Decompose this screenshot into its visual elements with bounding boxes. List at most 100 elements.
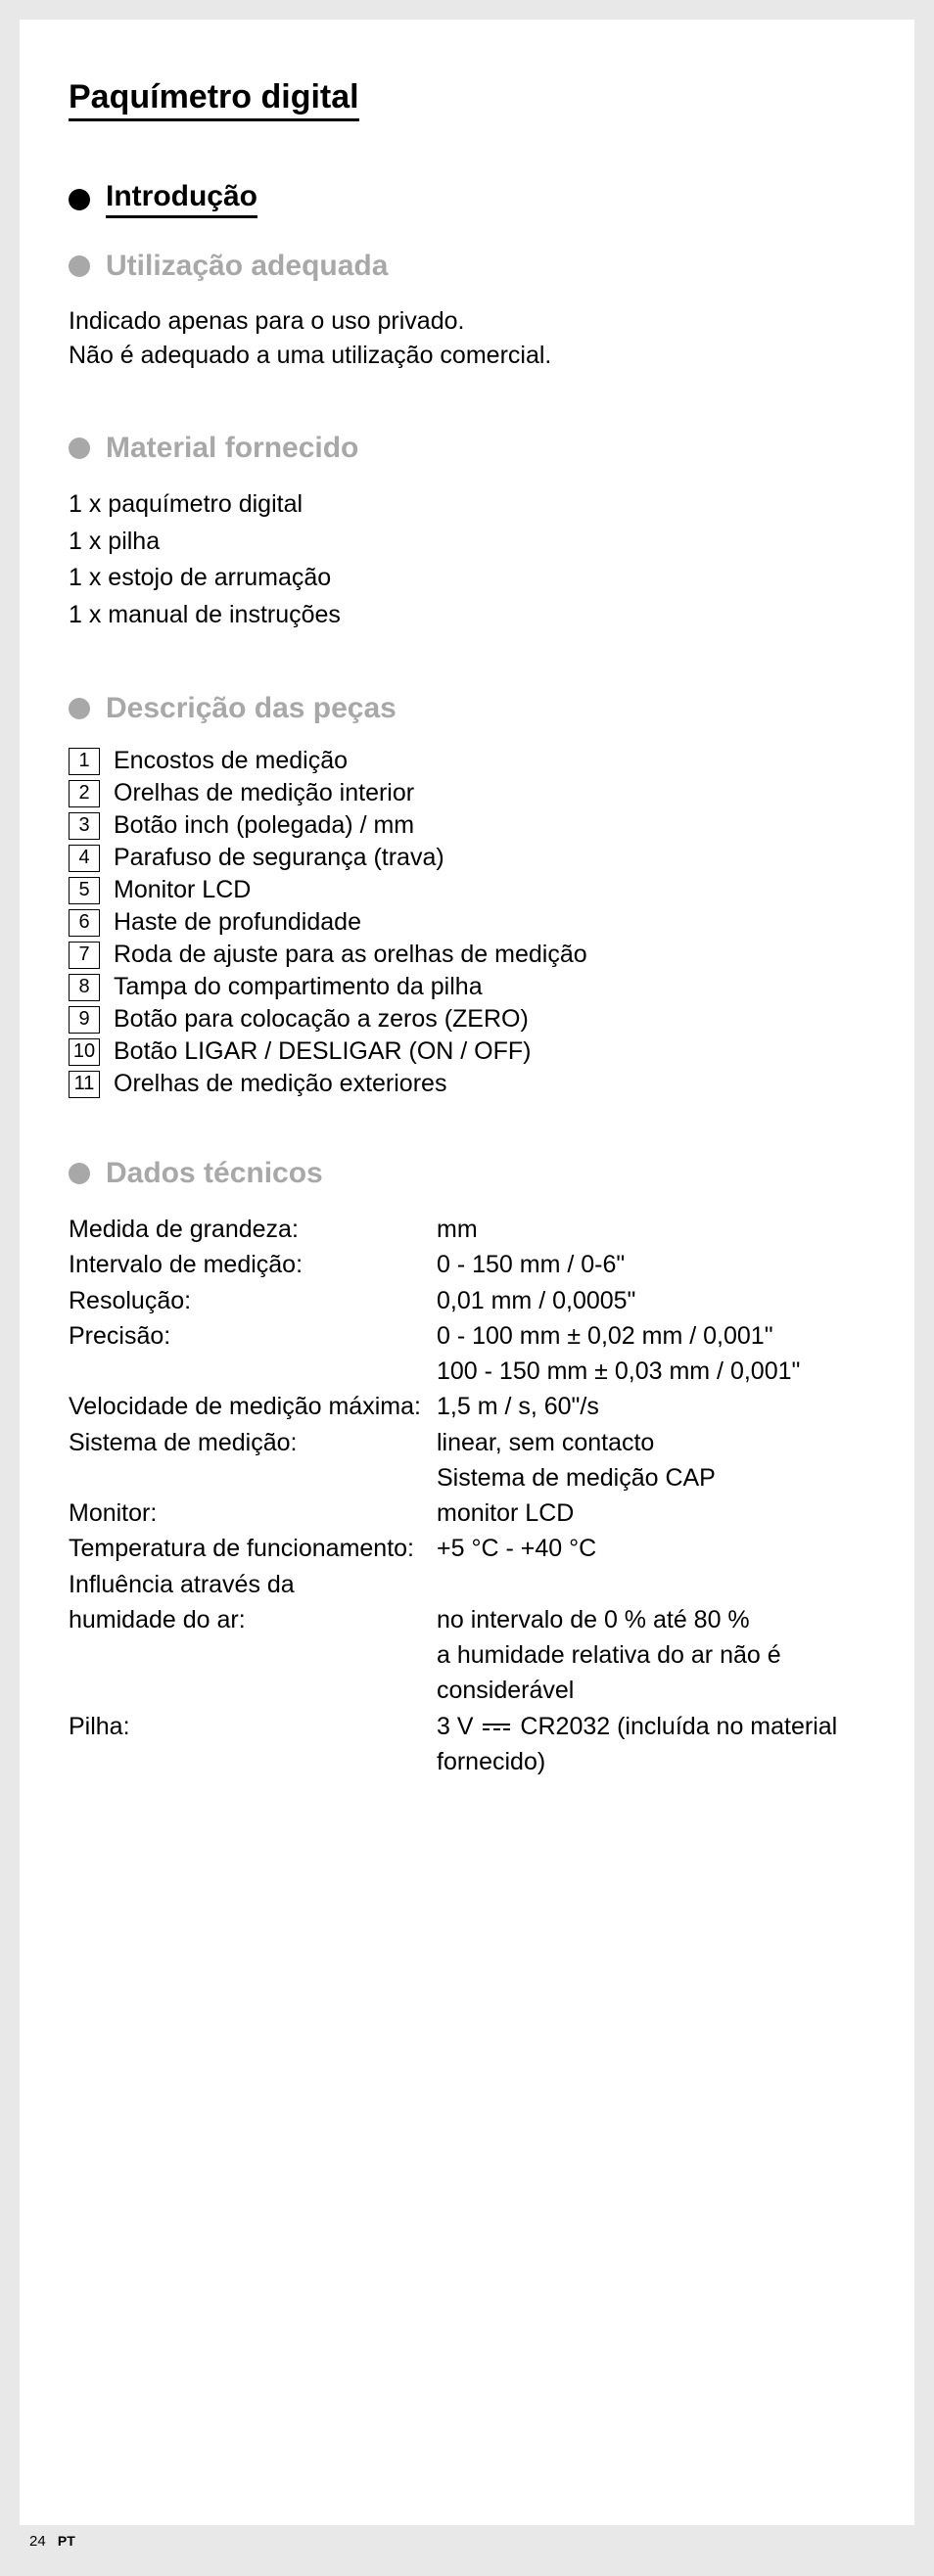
part-label: Orelhas de medição interior	[114, 779, 414, 807]
table-row: Monitor: monitor LCD	[69, 1495, 865, 1531]
table-row: Resolução: 0,01 mm / 0,0005"	[69, 1283, 865, 1318]
part-number: 4	[69, 845, 100, 872]
spec-line: 100 - 150 mm ± 0,03 mm / 0,001"	[437, 1354, 865, 1389]
spec-label: Precisão:	[69, 1318, 437, 1390]
part-number: 10	[69, 1038, 100, 1066]
heading-supplied: Material fornecido	[69, 432, 865, 465]
part-row: 2 Orelhas de medição interior	[69, 779, 865, 807]
spec-label: Medida de grandeza:	[69, 1212, 437, 1247]
spec-line: Influência através da	[69, 1567, 437, 1602]
part-number: 2	[69, 780, 100, 807]
part-label: Botão inch (polegada) / mm	[114, 811, 414, 840]
usage-text: Indicado apenas para o uso privado. Não …	[69, 304, 865, 373]
table-row: Intervalo de medição: 0 - 150 mm / 0-6"	[69, 1247, 865, 1282]
table-row: Influência através da humidade do ar: no…	[69, 1567, 865, 1709]
spec-line: a humidade relativa do ar não é consider…	[437, 1637, 865, 1709]
table-row: Sistema de medição: linear, sem contacto…	[69, 1425, 865, 1496]
part-number: 3	[69, 812, 100, 840]
spec-line: no intervalo de 0 % até 80 %	[437, 1602, 865, 1637]
section-label: Utilização adequada	[106, 250, 388, 283]
spec-text-post: CR2032 (incluída no material fornecido)	[437, 1713, 837, 1775]
part-number: 6	[69, 909, 100, 937]
section-label: Introdução	[106, 180, 257, 218]
spec-line: linear, sem contacto	[437, 1425, 865, 1460]
list-item: 1 x paquímetro digital	[69, 486, 865, 524]
section-label: Dados técnicos	[106, 1157, 323, 1190]
part-row: 8 Tampa do compartimento da pilha	[69, 973, 865, 1001]
section-label: Descrição das peças	[106, 692, 397, 725]
spec-value: 0 - 100 mm ± 0,02 mm / 0,001" 100 - 150 …	[437, 1318, 865, 1390]
spec-value: 1,5 m / s, 60"/s	[437, 1389, 865, 1424]
part-row: 5 Monitor LCD	[69, 876, 865, 904]
spec-value: 0,01 mm / 0,0005"	[437, 1283, 865, 1318]
spec-value: mm	[437, 1212, 865, 1247]
part-row: 9 Botão para colocação a zeros (ZERO)	[69, 1005, 865, 1034]
manual-page: Paquímetro digital Introdução Utilização…	[20, 20, 914, 2525]
part-label: Roda de ajuste para as orelhas de mediçã…	[114, 941, 587, 969]
spec-label: Sistema de medição:	[69, 1425, 437, 1496]
text-line: Não é adequado a uma utilização comercia…	[69, 339, 865, 373]
part-number: 11	[69, 1071, 100, 1098]
spec-label: Influência através da humidade do ar:	[69, 1567, 437, 1709]
spec-label: Resolução:	[69, 1283, 437, 1318]
spec-line: Sistema de medição CAP	[437, 1460, 865, 1495]
dc-voltage-icon	[483, 1724, 510, 1730]
page-footer: 24 PT	[0, 2525, 934, 2557]
spec-label: Intervalo de medição:	[69, 1247, 437, 1282]
part-row: 10 Botão LIGAR / DESLIGAR (ON / OFF)	[69, 1037, 865, 1066]
list-item: 1 x pilha	[69, 524, 865, 561]
page-title: Paquímetro digital	[69, 78, 359, 121]
language-code: PT	[58, 2533, 75, 2549]
part-label: Monitor LCD	[114, 876, 251, 904]
part-number: 5	[69, 877, 100, 904]
part-number: 1	[69, 748, 100, 775]
table-row: Pilha: 3 V CR2032 (incluída no material …	[69, 1709, 865, 1780]
part-row: 11 Orelhas de medição exteriores	[69, 1070, 865, 1098]
spec-label: Pilha:	[69, 1709, 437, 1780]
spec-label: Temperatura de funcionamento:	[69, 1531, 437, 1566]
spec-value: monitor LCD	[437, 1495, 865, 1531]
spec-text-pre: 3 V	[437, 1713, 480, 1740]
part-row: 7 Roda de ajuste para as orelhas de mediç…	[69, 941, 865, 969]
part-label: Botão LIGAR / DESLIGAR (ON / OFF)	[114, 1037, 532, 1066]
heading-tech: Dados técnicos	[69, 1157, 865, 1190]
heading-usage: Utilização adequada	[69, 250, 865, 283]
heading-intro: Introdução	[69, 180, 865, 218]
parts-list: 1Encostos de medição 2Orelhas de medição…	[69, 747, 865, 1098]
part-label: Tampa do compartimento da pilha	[114, 973, 483, 1001]
part-number: 8	[69, 974, 100, 1001]
table-row: Temperatura de funcionamento: +5 °C - +4…	[69, 1531, 865, 1566]
list-item: 1 x manual de instruções	[69, 597, 865, 634]
page-number: 24	[29, 2533, 46, 2550]
spec-value: 3 V CR2032 (incluída no material forneci…	[437, 1709, 865, 1780]
heading-parts: Descrição das peças	[69, 692, 865, 725]
spec-line: humidade do ar:	[69, 1602, 437, 1637]
bullet-icon	[69, 698, 90, 719]
spec-line: 0 - 100 mm ± 0,02 mm / 0,001"	[437, 1318, 865, 1354]
part-row: 3 Botão inch (polegada) / mm	[69, 811, 865, 840]
table-row: Velocidade de medição máxima: 1,5 m / s,…	[69, 1389, 865, 1424]
bullet-icon	[69, 255, 90, 277]
text-line: Indicado apenas para o uso privado.	[69, 304, 865, 339]
spec-value: 0 - 150 mm / 0-6"	[437, 1247, 865, 1282]
tech-spec-table: Medida de grandeza: mm Intervalo de medi…	[69, 1212, 865, 1779]
spec-value: +5 °C - +40 °C	[437, 1531, 865, 1566]
table-row: Medida de grandeza: mm	[69, 1212, 865, 1247]
spec-label: Velocidade de medição máxima:	[69, 1389, 437, 1424]
part-number: 7	[69, 942, 100, 969]
part-row: 4 Parafuso de segurança (trava)	[69, 844, 865, 872]
list-item: 1 x estojo de arrumação	[69, 560, 865, 597]
part-label: Botão para colocação a zeros (ZERO)	[114, 1005, 529, 1034]
part-label: Orelhas de medição exteriores	[114, 1070, 446, 1098]
bullet-icon	[69, 189, 90, 210]
spec-value: linear, sem contacto Sistema de medição …	[437, 1425, 865, 1496]
supplied-list: 1 x paquímetro digital 1 x pilha 1 x est…	[69, 486, 865, 633]
part-number: 9	[69, 1006, 100, 1034]
part-label: Haste de profundidade	[114, 908, 361, 937]
spec-label: Monitor:	[69, 1495, 437, 1531]
section-label: Material fornecido	[106, 432, 358, 465]
part-row: 6 Haste de profundidade	[69, 908, 865, 937]
part-label: Parafuso de segurança (trava)	[114, 844, 444, 872]
bullet-icon	[69, 1163, 90, 1184]
spec-value: no intervalo de 0 % até 80 % a humidade …	[437, 1567, 865, 1709]
